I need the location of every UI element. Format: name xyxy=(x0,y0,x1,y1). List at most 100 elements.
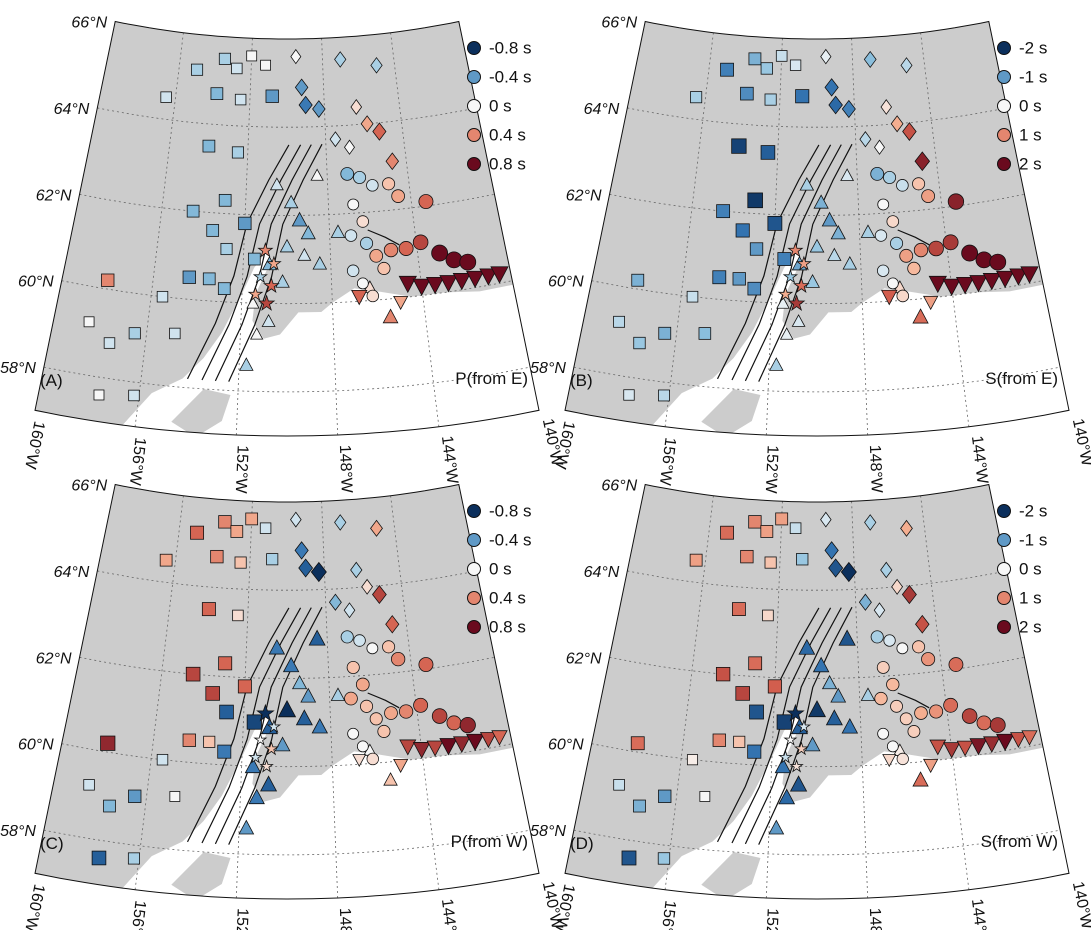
station-circle xyxy=(377,261,391,275)
station-triangle-down xyxy=(983,736,1001,753)
station-circle xyxy=(413,697,429,713)
station-diamond xyxy=(370,57,383,74)
station-circle xyxy=(921,652,936,667)
station-star xyxy=(787,242,804,258)
station-diamond xyxy=(312,100,326,118)
station-diamond xyxy=(824,78,839,97)
station-square xyxy=(201,602,216,617)
station-triangle-down xyxy=(465,270,485,289)
station-triangle xyxy=(283,194,299,209)
station-circle xyxy=(907,725,921,738)
lon-label: 148°W xyxy=(866,444,885,494)
station-triangle-down xyxy=(439,738,458,756)
map-frame xyxy=(564,20,1070,437)
parallel xyxy=(43,366,531,393)
station-diamond xyxy=(900,519,913,537)
station-square xyxy=(230,525,244,538)
legend-label: 0.4 s xyxy=(489,125,526,144)
lon-label: 156°W xyxy=(126,899,149,930)
station-square xyxy=(247,252,261,266)
station-square xyxy=(767,216,783,231)
station-star xyxy=(777,286,794,302)
station-square xyxy=(712,270,727,285)
station-square xyxy=(259,522,272,534)
station-triangle xyxy=(827,247,842,261)
station-square xyxy=(631,273,645,287)
station-star xyxy=(259,758,274,773)
meridian xyxy=(664,32,714,427)
station-circle xyxy=(942,234,959,251)
parallel xyxy=(43,829,531,856)
station-square xyxy=(203,735,216,748)
station-triangle xyxy=(840,168,855,181)
station-diamond xyxy=(343,602,356,619)
station-diamond xyxy=(902,122,917,141)
station-square xyxy=(712,733,726,747)
station-triangle-down xyxy=(1021,730,1038,746)
station-diamond xyxy=(361,578,373,595)
station-square xyxy=(760,62,773,75)
station-triangle-down xyxy=(929,739,947,756)
station-triangle-down xyxy=(882,754,897,768)
station-triangle-down xyxy=(928,275,947,294)
station-square xyxy=(658,389,670,402)
station-triangle xyxy=(300,225,316,240)
station-star xyxy=(783,732,798,746)
station-circle xyxy=(948,657,964,672)
station-circle xyxy=(989,717,1006,733)
station-circle xyxy=(340,630,354,644)
parallel xyxy=(627,107,1007,128)
station-circle xyxy=(347,727,360,740)
lon-label: 156°W xyxy=(126,436,149,487)
station-circle xyxy=(391,189,405,203)
station-square xyxy=(720,525,734,540)
panel-tag: (C) xyxy=(40,834,64,853)
station-triangle xyxy=(246,296,260,309)
station-triangle-down xyxy=(982,273,1001,291)
station-triangle xyxy=(774,757,792,774)
station-circle xyxy=(890,236,904,250)
station-triangle-down xyxy=(1020,266,1039,284)
station-triangle xyxy=(821,211,838,227)
station-square xyxy=(621,850,637,866)
station-star xyxy=(787,294,806,312)
station-triangle-down xyxy=(452,736,471,753)
station-triangle xyxy=(912,308,929,324)
lat-label: 58°N xyxy=(0,360,36,377)
parallel xyxy=(573,366,1061,393)
station-diamond xyxy=(360,115,374,133)
station-triangle xyxy=(291,211,308,227)
station-square xyxy=(777,252,792,266)
station-diamond xyxy=(820,48,832,65)
station-circle xyxy=(390,651,406,667)
station-diamond xyxy=(294,541,309,560)
station-square xyxy=(91,850,107,866)
station-diamond xyxy=(370,519,383,537)
station-square xyxy=(749,704,764,720)
station-square xyxy=(101,273,115,287)
panel-tag: (A) xyxy=(40,371,63,390)
station-circle xyxy=(366,289,379,303)
station-square xyxy=(238,216,252,231)
legend-label: 1 s xyxy=(1019,125,1042,144)
station-diamond xyxy=(310,561,327,583)
station-square xyxy=(83,779,95,791)
station-square xyxy=(613,779,625,791)
station-triangle-down xyxy=(351,289,368,306)
lon-label: 140°W xyxy=(1069,880,1091,930)
station-circle xyxy=(876,264,890,277)
slab-contour xyxy=(731,144,832,381)
station-triangle-down xyxy=(1009,268,1028,286)
station-triangle-down xyxy=(1010,732,1027,748)
panel-tag: (B) xyxy=(570,371,593,390)
station-square xyxy=(776,714,792,730)
station-diamond xyxy=(329,131,342,148)
station-triangle xyxy=(860,224,876,238)
station-star xyxy=(792,277,810,294)
station-triangle xyxy=(812,656,830,673)
station-square xyxy=(159,553,173,567)
lon-label: 156°W xyxy=(656,899,679,930)
station-square xyxy=(715,666,731,682)
station-square xyxy=(217,744,232,759)
station-diamond xyxy=(298,95,313,115)
